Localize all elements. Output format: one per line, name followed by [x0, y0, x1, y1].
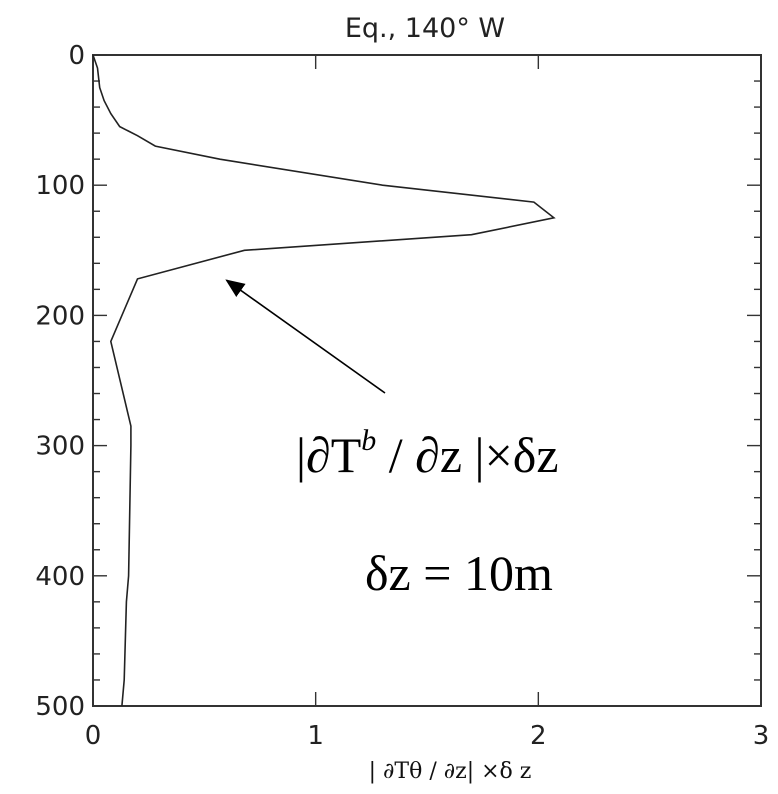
x-tick-label: 0	[85, 721, 102, 751]
x-axis-label: | ∂Tθ / ∂z| ×δ z	[369, 759, 532, 784]
deltaz-text: δz = 10m	[365, 545, 553, 601]
plot-frame	[92, 54, 762, 707]
series-line	[92, 54, 556, 707]
annotation-deltaz: δz = 10m	[365, 545, 553, 601]
annotation-formula: |∂Tb / ∂z |×δz	[296, 424, 559, 483]
x-tick-label: 2	[530, 721, 547, 751]
formula-text: |∂Tb / ∂z |×δz	[296, 424, 559, 483]
y-tick-label: 200	[35, 301, 85, 331]
x-tick-label: 3	[753, 721, 770, 751]
annotation-arrow	[225, 279, 386, 394]
y-tick-label: 400	[35, 562, 85, 592]
y-tick-label: 100	[35, 171, 85, 201]
chart-title: Eq., 140° W	[345, 13, 505, 44]
y-tick-label: 300	[35, 432, 85, 462]
y-tick-label: 0	[68, 41, 85, 71]
x-tick-label: 1	[307, 721, 324, 751]
y-tick-label: 500	[35, 692, 85, 722]
